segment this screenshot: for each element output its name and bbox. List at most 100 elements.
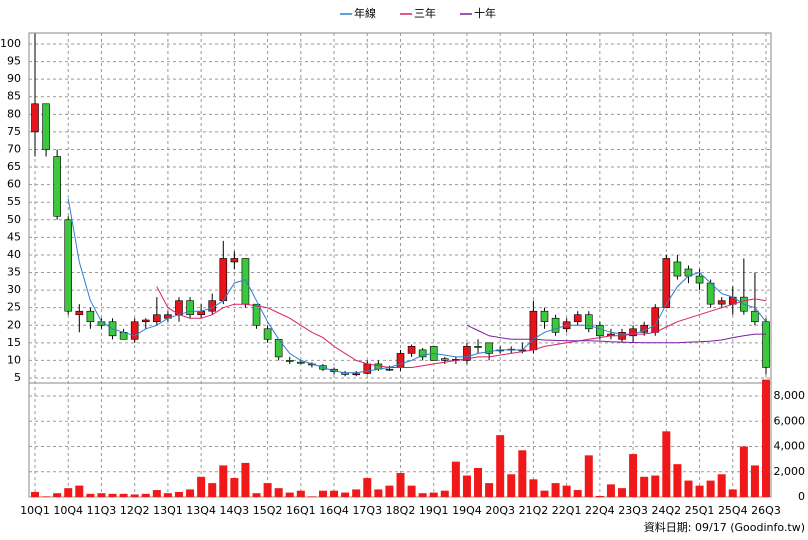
volume-bar: [352, 489, 361, 497]
candle-body: [31, 103, 39, 133]
volume-bar: [64, 488, 73, 497]
volume-bar: [462, 475, 471, 497]
volume-bar: [285, 492, 294, 497]
x-tick-label: 24Q2: [651, 504, 681, 517]
candle-body: [418, 349, 427, 358]
volume-bar: [296, 490, 305, 497]
y-tick-label: 20: [7, 318, 21, 331]
candle-body: [252, 303, 261, 326]
candle-body: [706, 282, 715, 305]
volume-bar: [618, 488, 627, 497]
volume-bar: [573, 490, 582, 497]
x-tick-label: 10Q1: [20, 504, 50, 517]
candle-body: [186, 300, 194, 316]
candle-body: [64, 219, 73, 312]
volume-bar: [518, 450, 527, 497]
volume-bar: [163, 493, 172, 497]
x-tick-label: 10Q4: [53, 504, 83, 517]
y2-tick-label: 8,000: [774, 389, 806, 402]
candle-body: [551, 317, 560, 333]
volume-bar: [374, 489, 383, 497]
volume-bar: [496, 435, 505, 497]
candle-body: [297, 361, 305, 364]
volume-bar: [684, 480, 693, 497]
x-tick-label: 16Q1: [286, 504, 316, 517]
candle-body: [330, 368, 338, 372]
candle-body: [75, 310, 84, 316]
y-tick-label: 45: [7, 230, 21, 243]
x-tick-label: 19Q1: [419, 504, 449, 517]
volume-bar: [717, 474, 726, 497]
x-tick-label: 25Q4: [718, 504, 748, 517]
volume-bar: [363, 478, 372, 497]
candle-body: [463, 346, 471, 361]
y-tick-label: 65: [7, 160, 21, 173]
candle-body: [130, 321, 139, 340]
candle-body: [42, 103, 50, 150]
volume-bar: [429, 492, 438, 497]
candle-body: [584, 314, 593, 330]
y2-tick-label: 4,000: [774, 440, 806, 453]
volume-bar: [595, 495, 604, 497]
candle-body: [751, 310, 759, 323]
volume-bar: [551, 483, 560, 497]
volume-bar: [31, 491, 39, 497]
x-tick-label: 18Q2: [386, 504, 416, 517]
volume-bar: [728, 489, 737, 497]
y-tick-label: 90: [7, 72, 21, 85]
x-tick-label: 13Q1: [153, 504, 183, 517]
volume-bar: [606, 484, 615, 497]
volume-bar: [418, 493, 427, 497]
x-tick-label: 14Q3: [220, 504, 250, 517]
volume-bar: [307, 496, 316, 497]
volume-bar: [451, 461, 460, 497]
x-tick-label: 13Q4: [186, 504, 216, 517]
x-tick-label: 17Q3: [352, 504, 382, 517]
candle-body: [762, 321, 770, 368]
candle-body: [230, 258, 239, 263]
y-tick-label: 85: [7, 90, 21, 103]
x-tick-label: 22Q1: [552, 504, 582, 517]
y2-tick-label: 0: [798, 490, 805, 503]
legend-label: 年線: [354, 6, 376, 20]
y-tick-label: 70: [7, 142, 21, 155]
x-tick-label: 23Q3: [618, 504, 648, 517]
y-tick-label: 95: [7, 55, 21, 68]
volume-bar: [540, 490, 549, 497]
volume-bar: [695, 485, 704, 497]
y-tick-label: 35: [7, 266, 21, 279]
candle-body: [141, 319, 150, 323]
candle-body: [441, 358, 449, 361]
volume-bar: [75, 485, 84, 497]
candle-body: [695, 275, 704, 284]
volume-bar: [141, 493, 150, 497]
volume-bar: [108, 493, 117, 497]
candle-body: [629, 328, 637, 337]
candle-body: [285, 360, 294, 362]
candle-body: [474, 346, 482, 348]
candle-body: [717, 300, 726, 305]
volume-bar: [330, 490, 339, 497]
volume-bar: [440, 490, 449, 497]
candle-body: [86, 310, 95, 323]
volume-bar: [640, 476, 649, 497]
candle-body: [153, 314, 161, 323]
volume-bar: [119, 493, 128, 497]
volume-bar: [152, 490, 161, 497]
y-tick-label: 10: [7, 353, 21, 366]
legend-label: 三年: [414, 6, 436, 20]
x-tick-label: 12Q2: [120, 504, 150, 517]
y-tick-label: 30: [7, 283, 21, 296]
volume-bar: [197, 476, 206, 497]
candle-body: [573, 314, 582, 323]
volume-bar: [474, 467, 483, 497]
y2-tick-label: 2,000: [774, 465, 806, 478]
volume-bar: [230, 478, 239, 497]
volume-bar: [662, 431, 671, 497]
candle-body: [529, 310, 538, 351]
volume-bar: [241, 462, 250, 497]
y-tick-label: 80: [7, 107, 21, 120]
y-tick-label: 40: [7, 248, 21, 261]
volume-bar: [762, 379, 770, 497]
